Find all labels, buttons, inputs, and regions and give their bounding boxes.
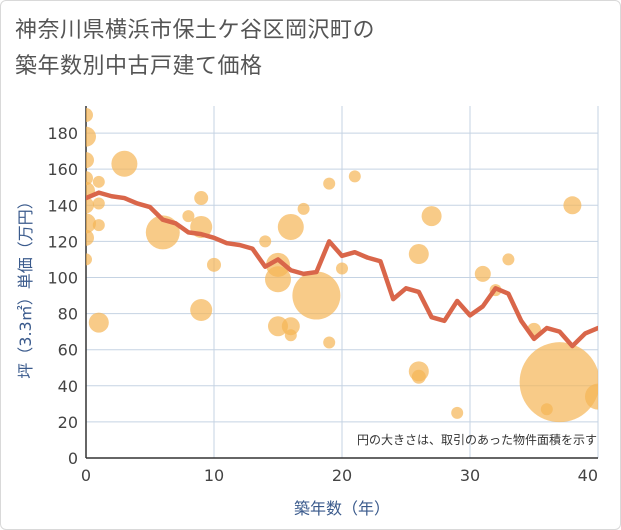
y-tick-label-3: 60 [58,341,78,360]
bubble-33 [408,244,429,265]
x-tick-label-0: 0 [81,466,91,485]
bubble-25 [281,317,300,336]
chart-title-line-2: 築年数別中古戸建て価格 [15,54,263,79]
bubble-19 [207,257,221,272]
bubble-3 [86,171,93,186]
bubble-32 [348,170,361,183]
x-tick-label-3: 30 [460,466,480,485]
bubble-12 [88,312,109,333]
y-axis-title: 坪（3.3㎡）単価（万円） [16,193,35,378]
chart-title-line-1: 神奈川県横浜市保土ケ谷区岡沢町の [15,18,376,43]
bubble-40 [502,253,515,266]
bubble-5 [86,197,94,214]
bubble-31 [336,262,348,275]
bubble-38 [474,265,491,282]
x-axis-title: 築年数（年） [294,499,390,518]
bubble-37 [451,406,464,419]
bubble-1 [86,126,96,147]
y-tick-label-8: 160 [47,160,78,179]
y-tick-label-7: 140 [47,196,78,215]
bubble-43 [519,342,598,423]
y-tick-label-5: 100 [47,268,78,287]
size-annotation: 円の大きさは、取引のあった物件面積を示す [357,432,597,447]
grid-lines [85,106,599,459]
bubble-layer [86,108,598,423]
chart-title: 神奈川県横浜市保土ケ谷区岡沢町の 築年数別中古戸建て価格 [15,13,375,85]
bubble-13 [111,150,138,177]
bubble-20 [259,235,272,248]
bubble-36 [421,206,442,227]
bubble-35 [411,369,426,384]
x-tick-label-1: 10 [204,466,224,485]
bubble-28 [292,271,341,320]
y-tick-label-9: 180 [47,124,78,143]
trend-line-layer [86,190,598,349]
bubble-26 [284,329,297,342]
bubble-27 [297,202,310,215]
trend-line [86,190,598,349]
bubble-29 [323,177,336,190]
y-tick-label-4: 80 [58,305,78,324]
y-tick-label-0: 0 [68,449,78,468]
bubble-6 [86,213,96,234]
bubble-9 [92,175,105,188]
bubble-11 [92,219,105,232]
bubble-8 [86,253,92,266]
bubble-24 [277,213,304,240]
y-tick-label-2: 40 [58,377,78,396]
x-tick-label-2: 20 [332,466,352,485]
bubble-44 [563,196,582,215]
bubble-0 [86,108,93,123]
y-tick-label-1: 20 [58,413,78,432]
bubble-16 [194,191,209,206]
bubble-15 [182,210,195,223]
bubble-2 [86,152,94,169]
bubble-10 [92,197,105,210]
tick-labels: 0 20 40 60 80 100 120 140 160 180 0 10 20 30 40 [47,124,598,485]
bubble-30 [323,336,336,349]
y-tick-label-6: 120 [47,232,78,251]
bubble-23 [268,316,288,337]
x-tick-label-4: 40 [578,466,598,485]
bubble-18 [190,298,213,321]
bubble-7 [86,229,94,246]
bubble-45 [585,383,598,410]
bubble-22 [265,266,291,293]
